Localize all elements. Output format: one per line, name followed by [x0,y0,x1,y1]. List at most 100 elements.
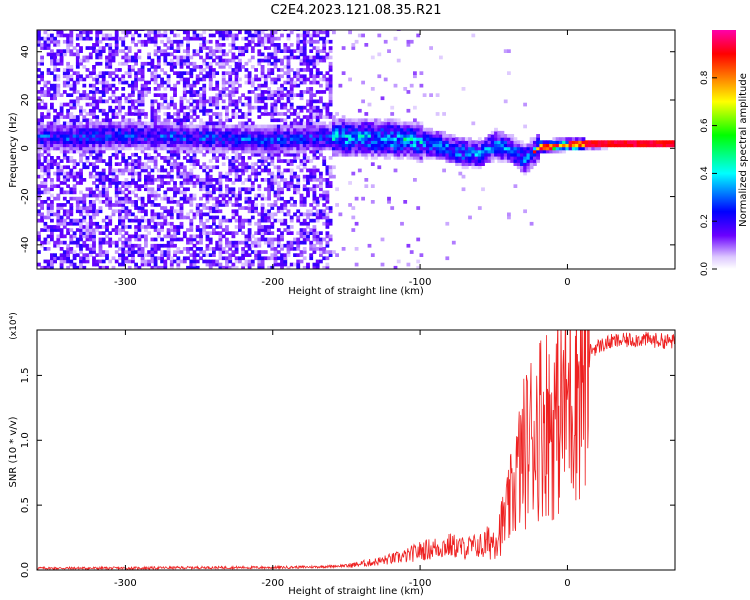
spectrogram-cell [192,124,197,129]
spectrogram-cell [37,156,41,160]
spectrogram-cell [241,130,245,135]
spectrogram-cell [280,143,284,148]
spectrogram-cell [455,140,459,144]
spectrogram-cell [247,209,252,214]
spectrogram-cell [286,71,291,75]
spectrogram-cell [241,143,245,148]
spectrogram-cell [59,262,64,267]
spectrogram-cell [315,184,320,188]
spectrogram-cell [101,49,106,53]
spectrogram-cell [144,162,148,166]
spectrogram-cell [228,265,233,269]
spectrogram-cell [105,240,109,245]
spectrogram-cell [92,174,96,179]
spectrogram-cell [66,253,70,257]
spectrogram-cell [46,225,51,229]
spectrogram-cell [160,93,164,97]
spectrogram-cell [455,137,459,141]
spectrogram-cell [75,99,80,104]
spectrogram-cell [62,134,67,138]
spectrogram-cell [62,33,67,38]
spectrogram-cell [114,146,119,151]
spectrogram-cell [56,196,61,201]
spectrogram-cell [208,178,213,182]
spectrogram-cell [280,209,284,214]
spectrogram-cell [322,159,327,163]
spectrogram-cell [263,90,268,94]
spectrogram-cell [319,36,323,41]
spectrogram-cell [221,215,226,220]
spectrogram-cell [234,77,239,82]
spectrogram-cell [127,253,132,257]
spectrogram-cell [134,134,138,138]
spectrogram-cell [328,90,333,94]
spectrogram-cell [127,168,132,173]
spectrogram-cell [153,137,158,141]
spectrogram-cell [127,46,132,50]
spectrogram-cell [306,87,310,91]
spectrogram-cell [53,83,57,88]
spectrogram-cell [302,256,307,261]
spectrogram-cell [289,105,294,110]
spectrogram-cell [163,196,168,201]
spectrogram-cell [156,74,161,79]
spectrogram-cell [267,190,271,195]
spectrogram-cell [481,159,485,163]
spectrogram-cell [140,259,145,264]
spectrogram-cell [364,134,369,138]
spectrogram-cell [286,49,291,53]
spectrogram-cell [400,124,404,129]
spectrogram-cell [59,127,64,132]
spectrogram-cell [134,61,138,66]
spectrogram-cell [179,250,184,254]
spectrogram-cell [111,134,116,138]
spectrogram-cell [257,231,262,235]
spectrogram-cell [367,124,372,129]
spectrogram-cell [202,165,207,170]
spectrogram-cell [325,115,330,119]
spectrogram-cell [238,140,242,144]
spectrogram-cell [215,39,220,44]
spectrogram-cell [101,80,106,85]
spectrogram-cell [218,140,223,144]
spectrogram-cell [312,77,317,82]
spectrogram-cell [357,134,362,138]
spectrogram-cell [247,262,252,267]
spectrogram-cell [306,127,310,132]
spectrogram-cell [364,178,369,182]
spectrogram-cell [445,137,450,141]
spectrogram-cell [306,181,310,185]
spectrogram-cell [144,212,148,217]
spectrogram-cell [361,118,365,123]
spectrogram-cell [312,196,317,201]
spectrogram-cell [82,193,87,198]
spectrogram-cell [72,256,77,261]
spectrogram-cell [150,118,155,123]
spectrogram-cell [192,250,197,254]
spectrogram-cell [127,130,132,135]
spectrogram-cell [137,115,142,119]
spectrogram-cell [309,140,314,144]
spectrogram-cell [147,253,151,257]
spectrogram-cell [250,171,255,176]
spectrogram-cell [114,228,119,232]
spectrogram-cell [270,221,275,226]
spectrogram-cell [283,118,288,123]
spectrogram-cell [322,121,327,126]
spectrogram-cell [160,130,164,135]
spectrogram-cell [186,152,190,157]
spectrogram-cell [403,149,408,154]
spectrogram-cell [231,203,236,207]
spectrogram-cell [137,143,142,148]
spectrogram-cell [114,52,119,57]
spectrogram-cell [189,36,194,41]
spectrogram-cell [166,212,171,217]
spectrogram-cell [315,203,320,207]
spectrogram-cell [276,96,281,101]
spectrogram-cell [199,181,203,185]
spectrogram-cell [40,165,44,170]
spectrogram-cell [75,49,80,53]
spectrogram-cell [260,127,265,132]
spectrogram-cell [306,159,310,163]
spectrogram-cell [218,178,223,182]
